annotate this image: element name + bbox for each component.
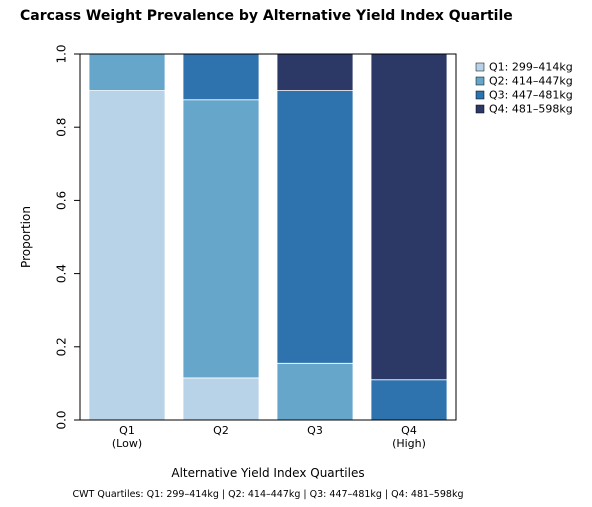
bar-segment-q3-s2: [276, 362, 354, 421]
legend-swatch: [475, 76, 485, 86]
bar-segment-q1-s2: [88, 53, 166, 91]
x-tick-label: Q3: [307, 424, 323, 437]
legend-label: Q1: 299–414kg: [489, 61, 573, 74]
legend-label: Q3: 447–481kg: [489, 89, 573, 102]
bar-segment-q2-s2: [182, 99, 260, 379]
chart-caption: CWT Quartiles: Q1: 299–414kg | Q2: 414–4…: [72, 489, 464, 500]
bar-segment-q4-s4: [370, 53, 448, 381]
bar-segment-q1-s1: [88, 90, 166, 421]
x-tick-label: Q2: [213, 424, 229, 437]
legend-swatch: [475, 90, 485, 100]
bar-segment-q2-s3: [182, 53, 260, 101]
y-tick-label: 0.0: [55, 410, 69, 429]
y-axis-label: Proportion: [19, 206, 33, 268]
y-tick-label: 1.0: [55, 44, 69, 63]
y-tick-label: 0.2: [55, 337, 69, 356]
legend-swatch: [475, 104, 485, 114]
legend-label: Q2: 414–447kg: [489, 75, 573, 88]
chart-title: Carcass Weight Prevalence by Alternative…: [20, 8, 513, 24]
bar-segment-q4-s3: [370, 379, 448, 421]
x-tick-sublabel: (Low): [112, 437, 142, 450]
x-tick-label: Q1: [119, 424, 135, 437]
y-axis: 0.0 0.2 0.4 0.6 0.8 1.0: [55, 44, 80, 430]
bar-segment-q2-s1: [182, 377, 260, 421]
y-tick-label: 0.6: [55, 191, 69, 210]
x-axis: Q1(Low) Q2 Q3 Q4(High): [112, 424, 426, 450]
legend-label: Q4: 481–598kg: [489, 103, 573, 116]
legend-swatch: [475, 62, 485, 72]
y-tick-label: 0.4: [55, 264, 69, 283]
x-tick-label: Q4: [401, 424, 417, 437]
bar-segment-q3-s3: [276, 90, 354, 364]
x-tick-sublabel: (High): [392, 437, 426, 450]
x-axis-label: Alternative Yield Index Quartiles: [171, 466, 364, 480]
y-tick-label: 0.8: [55, 118, 69, 137]
bars-layer: [88, 53, 448, 421]
bar-segment-q3-s4: [276, 53, 354, 91]
plot-frame: [79, 53, 457, 421]
